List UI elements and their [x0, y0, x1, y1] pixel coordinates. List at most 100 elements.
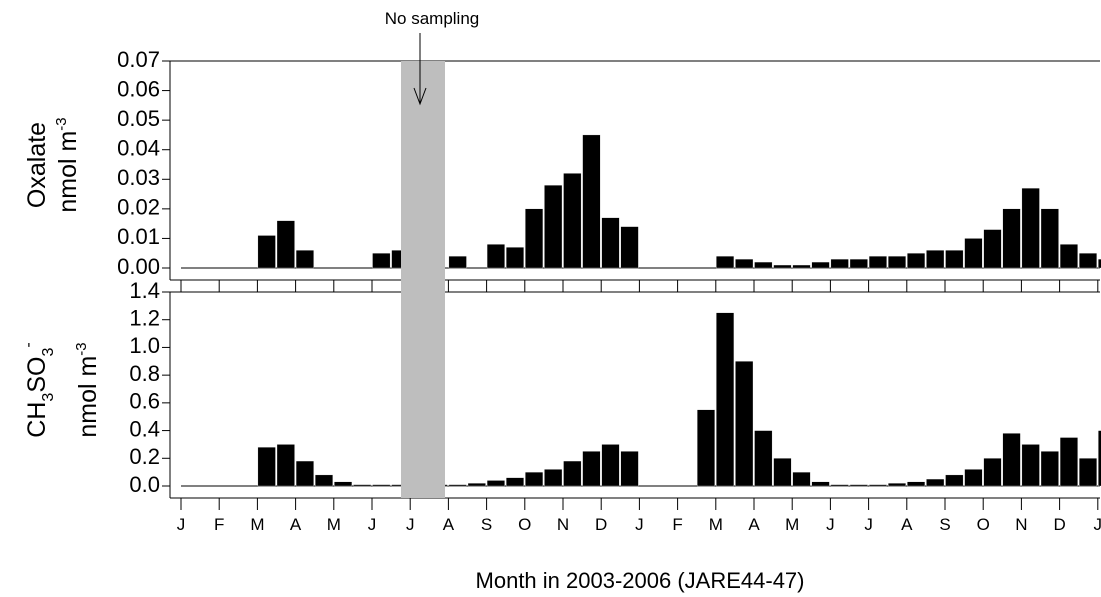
- bar: [830, 258, 849, 269]
- y-tick-label: 0.04: [117, 136, 160, 161]
- bar: [448, 256, 467, 269]
- bar: [849, 258, 868, 269]
- formula-sub: 3: [40, 393, 57, 402]
- bar: [868, 256, 887, 269]
- unit-superscript: -3: [53, 117, 70, 130]
- x-tick-label: M: [785, 515, 799, 534]
- bar: [295, 460, 314, 487]
- bar: [697, 409, 715, 487]
- x-tick-label: A: [443, 515, 455, 534]
- bar: [849, 484, 868, 487]
- bar: [754, 430, 773, 487]
- bar: [620, 451, 639, 487]
- y-tick-label: 0.6: [129, 389, 160, 414]
- formula: SO: [23, 357, 51, 393]
- bar: [926, 478, 945, 487]
- x-tick-label: D: [595, 515, 607, 534]
- x-tick-label: N: [1015, 515, 1027, 534]
- formula-sub: 3: [40, 348, 57, 357]
- bar: [773, 458, 792, 487]
- bar: [601, 217, 620, 269]
- bar: [964, 238, 983, 269]
- bar: [582, 451, 601, 487]
- y-tick-label: 0.03: [117, 165, 160, 190]
- bar: [582, 134, 601, 269]
- x-tick-label: S: [939, 515, 950, 534]
- x-tick-label: J: [864, 515, 873, 534]
- bar: [811, 261, 830, 269]
- y-tick-label: 0.07: [117, 47, 160, 72]
- y-tick-label: 1.4: [129, 278, 160, 303]
- unit-superscript: -3: [73, 342, 90, 355]
- bar: [716, 256, 735, 269]
- y-tick-label: 0.2: [129, 444, 160, 469]
- bar: [907, 253, 926, 269]
- y-axis-unit: nmol m-3: [73, 342, 102, 437]
- x-tick-label: J: [368, 515, 377, 534]
- x-tick-label: J: [177, 515, 186, 534]
- bar: [754, 261, 773, 269]
- bar: [983, 458, 1002, 487]
- x-tick-label: O: [518, 515, 531, 534]
- unit-text: nmol m: [74, 356, 102, 438]
- bar: [1059, 437, 1078, 487]
- unit-text: nmol m: [54, 131, 82, 213]
- arrow-head: [413, 87, 427, 106]
- bar: [620, 226, 639, 269]
- x-tick-label: A: [901, 515, 913, 534]
- bar: [525, 471, 544, 487]
- y-tick-label: 0.01: [117, 224, 160, 249]
- bar: [735, 361, 754, 487]
- bar: [506, 477, 524, 487]
- y-axis-unit: nmol m-3: [53, 117, 82, 212]
- y-tick-label: 0.0: [129, 472, 160, 497]
- bar: [467, 483, 486, 487]
- bar: [983, 229, 1002, 269]
- bar: [1021, 444, 1040, 487]
- no-sampling-shade: [401, 61, 445, 498]
- bar: [486, 480, 505, 487]
- bar: [486, 244, 505, 269]
- y-tick-label: 0.02: [117, 195, 160, 220]
- x-tick-label: M: [250, 515, 264, 534]
- y-axis-title: Oxalate: [23, 122, 51, 208]
- x-tick-label: J: [1094, 515, 1101, 534]
- bar: [716, 312, 735, 487]
- bar: [1040, 451, 1059, 487]
- y-tick-label: 0.8: [129, 361, 160, 386]
- bar: [964, 469, 983, 487]
- bar: [563, 460, 582, 487]
- bar: [295, 250, 314, 269]
- bar: [372, 253, 391, 269]
- x-tick-label: F: [214, 515, 224, 534]
- x-tick-label: S: [481, 515, 492, 534]
- bar: [1040, 208, 1059, 269]
- y-tick-label: 0.00: [117, 254, 160, 279]
- x-tick-label: M: [709, 515, 723, 534]
- annotation: No sampling: [385, 9, 480, 28]
- bar: [907, 481, 926, 487]
- bar: [1079, 458, 1097, 487]
- x-tick-label: D: [1053, 515, 1065, 534]
- bar: [773, 264, 792, 269]
- x-tick-label: A: [748, 515, 760, 534]
- formula: CH: [23, 402, 51, 438]
- bar: [1098, 430, 1101, 487]
- bar: [926, 250, 945, 269]
- bar: [868, 484, 887, 487]
- bar: [830, 484, 849, 487]
- x-tick-label: M: [327, 515, 341, 534]
- bar: [792, 471, 811, 487]
- bar: [945, 250, 964, 269]
- y-tick-label: 0.06: [117, 76, 160, 101]
- bar: [1002, 433, 1021, 487]
- bar: [792, 264, 811, 269]
- bar: [334, 481, 353, 487]
- bar: [544, 469, 563, 487]
- x-tick-label: J: [406, 515, 415, 534]
- x-tick-label: F: [672, 515, 682, 534]
- bar: [315, 474, 333, 487]
- x-tick-label: J: [826, 515, 835, 534]
- bar: [735, 258, 754, 269]
- bar: [257, 447, 276, 487]
